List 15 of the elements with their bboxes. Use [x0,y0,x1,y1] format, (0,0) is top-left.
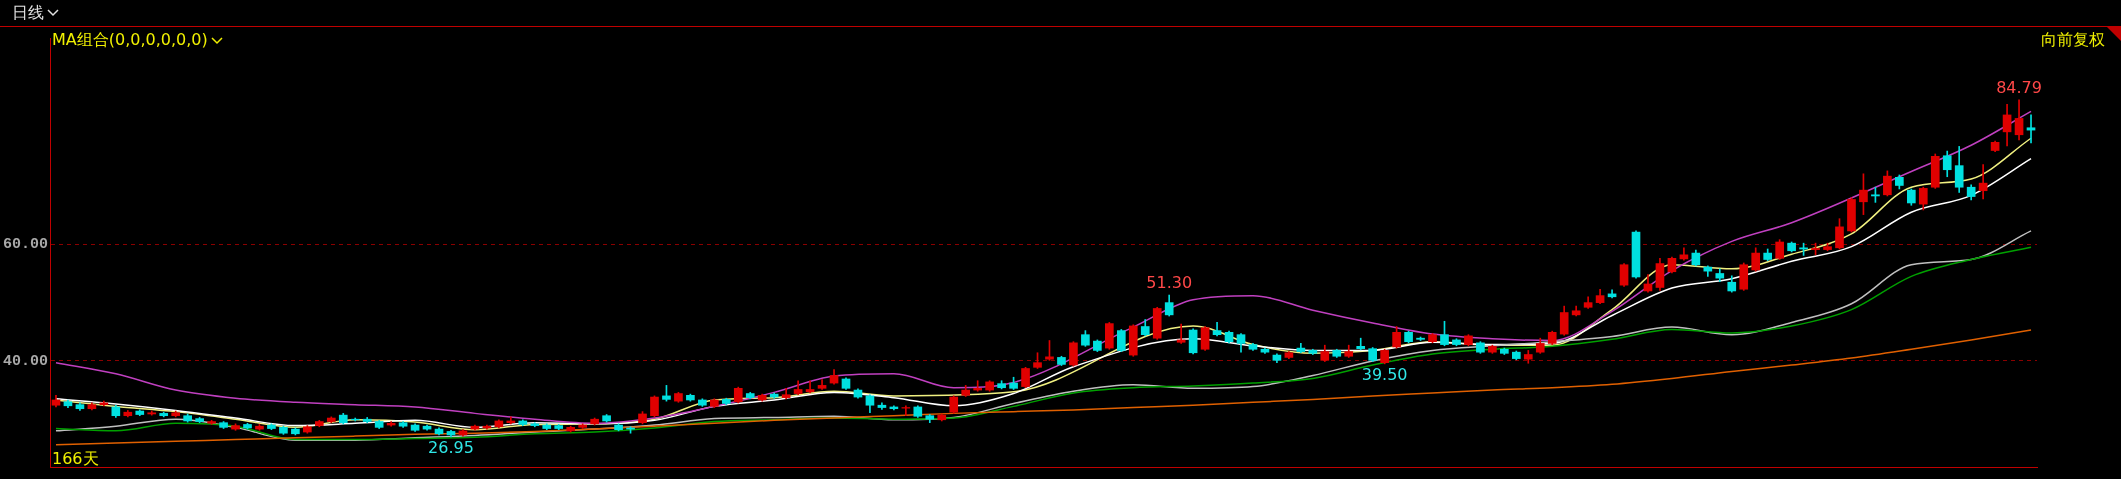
annotation: 84.79 [1996,78,2042,97]
y-tick-label: 40.00 [2,352,48,370]
annotation: 51.30 [1146,273,1193,293]
candlestick [2026,114,2036,144]
candlestick [1176,323,1186,344]
annotation: MA组合(0,0,0,0,0,0) [52,30,208,51]
y-tick-label: 60.00 [2,236,48,254]
candlestick [1978,164,1988,200]
candlestick [1356,337,1366,351]
chart-title: 日线 [12,2,44,24]
annotation: 39.50 [1361,364,1408,384]
text: 向前复权 [2041,30,2105,51]
annotation: 26.95 [428,438,474,458]
annotation: 166天 [52,449,99,470]
candlestick [805,380,815,394]
